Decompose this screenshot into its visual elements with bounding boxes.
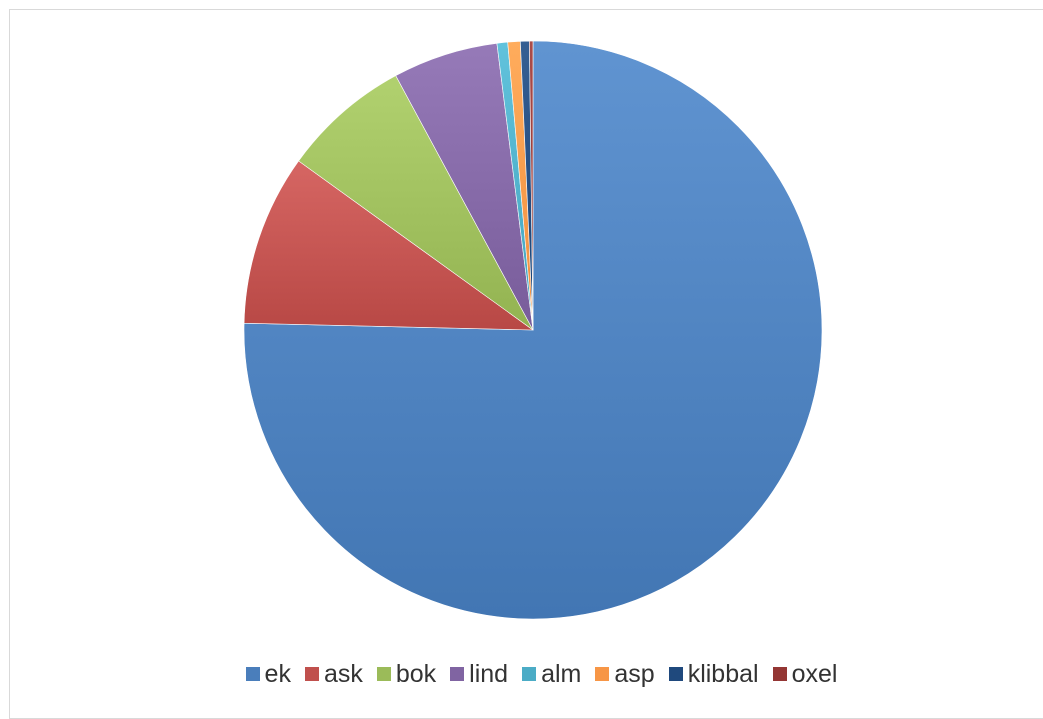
legend-swatch-klibbal xyxy=(668,667,683,681)
legend-label-klibbal: klibbal xyxy=(687,659,759,688)
legend-label-ek: ek xyxy=(264,659,291,688)
pie-slice-oxel xyxy=(529,40,534,331)
legend-swatch-oxel xyxy=(772,667,787,681)
legend-label-bok: bok xyxy=(395,659,437,688)
legend-swatch-asp xyxy=(595,667,610,681)
legend-label-alm: alm xyxy=(541,659,582,688)
legend-label-asp: asp xyxy=(614,659,655,688)
legend-item-klibbal: klibbal xyxy=(668,659,759,688)
legend-label-lind: lind xyxy=(469,659,509,688)
legend-item-ek: ek xyxy=(245,659,291,688)
legend-item-oxel: oxel xyxy=(772,659,838,688)
legend-label-ask: ask xyxy=(323,659,363,688)
legend-item-alm: alm xyxy=(522,659,582,688)
legend-swatch-ask xyxy=(304,667,319,681)
legend: ek ask bok lind alm asp klibbal oxel xyxy=(0,657,1043,691)
legend-label-oxel: oxel xyxy=(791,659,838,688)
pie-slice-bok xyxy=(298,75,534,331)
legend-swatch-alm xyxy=(522,667,537,681)
legend-item-asp: asp xyxy=(595,659,655,688)
legend-item-bok: bok xyxy=(376,659,437,688)
legend-item-lind: lind xyxy=(450,659,509,688)
pie-slice-ask xyxy=(243,160,534,331)
legend-swatch-lind xyxy=(450,667,465,681)
legend-swatch-ek xyxy=(245,667,260,681)
legend-item-ask: ask xyxy=(304,659,363,688)
legend-swatch-bok xyxy=(376,667,391,681)
